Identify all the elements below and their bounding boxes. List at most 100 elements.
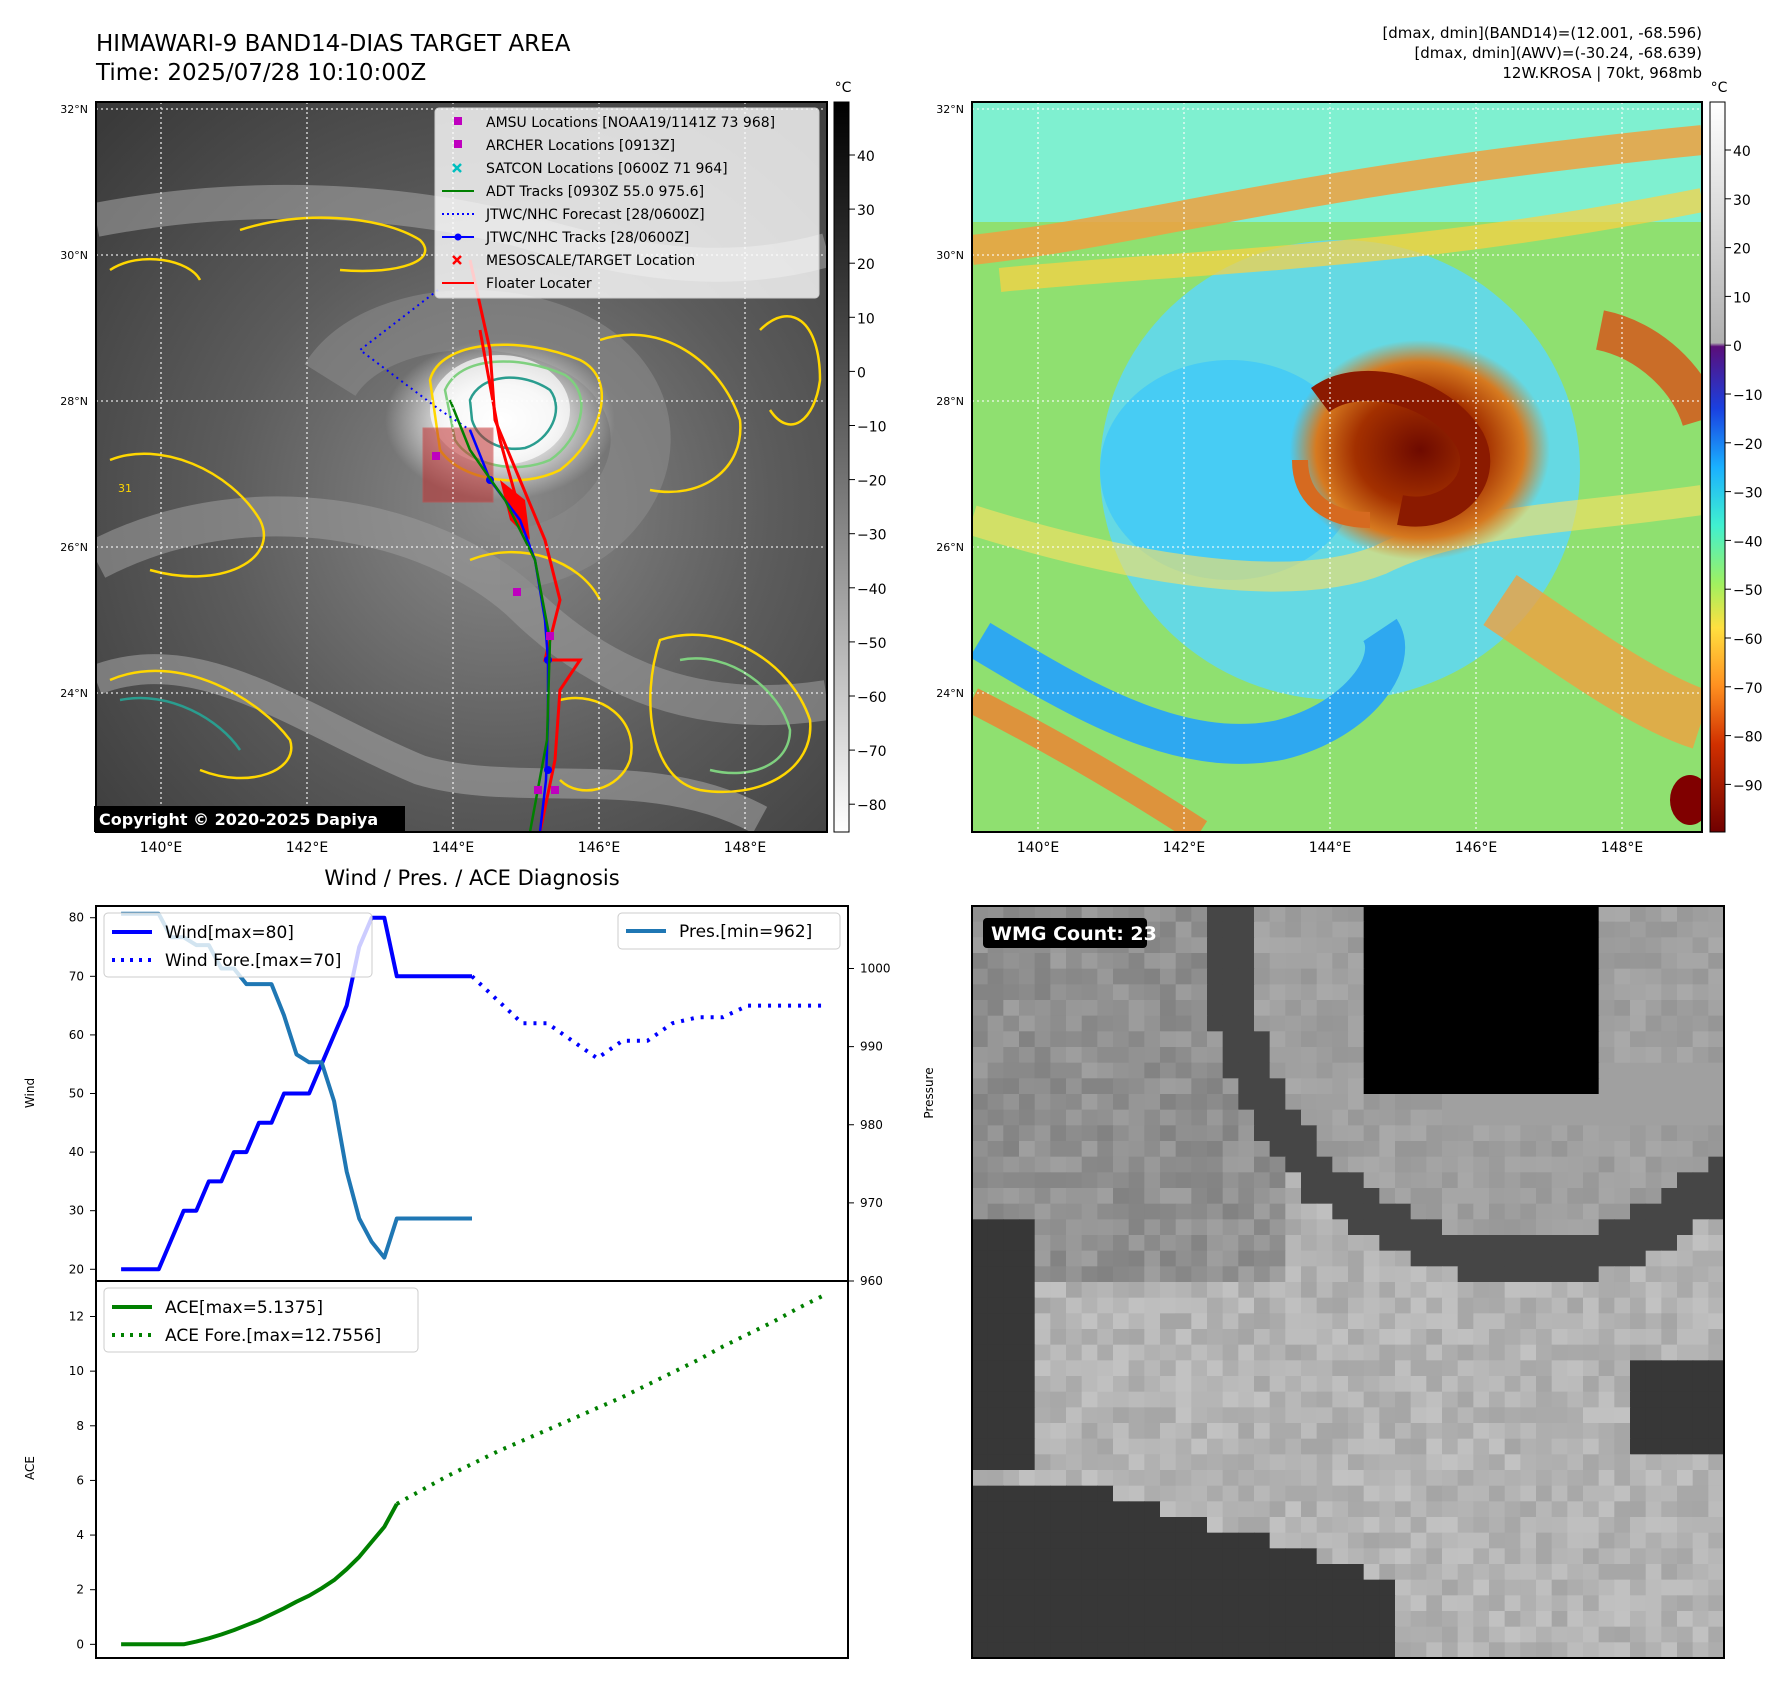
wmg-cell — [1128, 1203, 1145, 1220]
wmg-cell — [1348, 1532, 1365, 1549]
wmg-cell — [1614, 1360, 1631, 1377]
wmg-cell — [1583, 1078, 1600, 1095]
wmg-cell — [1379, 906, 1396, 923]
wmg-cell — [1034, 1329, 1051, 1346]
wmg-cell — [1661, 1470, 1678, 1487]
wmg-cell — [1269, 1501, 1286, 1518]
wmg-cell — [1285, 1501, 1302, 1518]
wmg-cell — [1066, 1454, 1083, 1471]
wmg-cell — [1019, 1391, 1036, 1408]
wmg-cell — [1222, 1250, 1239, 1267]
wmg-cell — [1238, 937, 1255, 954]
wmg-cell — [1128, 1141, 1145, 1158]
wmg-cell — [1081, 1062, 1098, 1079]
wmg-cell — [1269, 1219, 1286, 1236]
wmg-cell — [1551, 921, 1568, 938]
wmg-cell — [1489, 1250, 1506, 1267]
wmg-cell — [1457, 1438, 1474, 1455]
wmg-cell — [1316, 1031, 1333, 1048]
wmg-cell — [1003, 1141, 1020, 1158]
map-lon-label: 146°E — [578, 840, 621, 856]
wmg-cell — [1128, 1470, 1145, 1487]
wmg-cell — [1551, 1517, 1568, 1534]
wmg-cell — [1301, 1188, 1318, 1205]
wmg-cell — [1238, 1188, 1255, 1205]
wmg-cell — [1269, 1579, 1286, 1596]
wmg-cell — [1598, 1470, 1615, 1487]
wmg-cell — [1207, 921, 1224, 938]
wmg-cell — [1269, 1564, 1286, 1581]
wmg-cell — [1473, 1156, 1490, 1173]
wmg-cell — [1269, 937, 1286, 954]
wmg-cell — [1677, 1219, 1694, 1236]
wmg-cell — [1191, 906, 1208, 923]
wmg-cell — [1551, 1548, 1568, 1565]
wmg-cell — [1301, 1501, 1318, 1518]
wmg-cell — [1348, 1517, 1365, 1534]
wmg-cell — [1457, 1595, 1474, 1612]
wmg-cell — [1410, 1156, 1427, 1173]
wmg-cell — [1238, 1015, 1255, 1032]
wmg-cell — [1379, 1438, 1396, 1455]
wmg-cell — [1050, 1125, 1067, 1142]
wmg-cell — [1457, 1470, 1474, 1487]
wmg-cell — [1175, 968, 1192, 985]
wmg-cell — [1050, 1532, 1067, 1549]
wmg-cell — [1034, 1642, 1051, 1658]
wmg-cell — [1254, 1109, 1271, 1126]
wmg-cell — [1520, 1188, 1537, 1205]
wmg-cell — [1097, 1329, 1114, 1346]
wmg-cell — [987, 1423, 1004, 1440]
wmg-cell — [1614, 1141, 1631, 1158]
wmg-cell — [1645, 1000, 1662, 1017]
wmg-cell — [1113, 1360, 1130, 1377]
wmg-cell — [1551, 953, 1568, 970]
wmg-cell — [1191, 1376, 1208, 1393]
wmg-cell — [1301, 1611, 1318, 1628]
wmg-cell — [1175, 1376, 1192, 1393]
wmg-cell — [1144, 1141, 1161, 1158]
wmg-cell — [1003, 1548, 1020, 1565]
wmg-cell — [1144, 1407, 1161, 1424]
wmg-cell — [1473, 1501, 1490, 1518]
wmg-cell — [1175, 1548, 1192, 1565]
wmg-cell — [1160, 1329, 1177, 1346]
wmg-cell — [1254, 1094, 1271, 1111]
wmg-cell — [1395, 1626, 1412, 1643]
wmg-cell — [1238, 968, 1255, 985]
wmg-cell — [1160, 1470, 1177, 1487]
wmg-cell — [1583, 1000, 1600, 1017]
wmg-cell — [1285, 921, 1302, 938]
wmg-cell — [1191, 1047, 1208, 1064]
wmg-cell — [1269, 1109, 1286, 1126]
wmg-cell — [1254, 1501, 1271, 1518]
wmg-cell — [1301, 1078, 1318, 1095]
wmg-cell — [1551, 1250, 1568, 1267]
wmg-cell — [1332, 1501, 1349, 1518]
wmg-cell — [987, 1188, 1004, 1205]
wmg-cell — [1363, 906, 1380, 923]
wmg-cell — [1332, 1517, 1349, 1534]
wmg-cell — [987, 1579, 1004, 1596]
wmg-cell — [1489, 1564, 1506, 1581]
wmg-cell — [1598, 953, 1615, 970]
wmg-cell — [1661, 1109, 1678, 1126]
wmg-cell — [1348, 1141, 1365, 1158]
wmg-cell — [1144, 1219, 1161, 1236]
wmg-cell — [1285, 1015, 1302, 1032]
wmg-cell — [1348, 1172, 1365, 1189]
wmg-cell — [972, 1203, 989, 1220]
wmg-cell — [1677, 1141, 1694, 1158]
wmg-cell — [1269, 906, 1286, 923]
wmg-cell — [1504, 953, 1521, 970]
wmg-cell — [1567, 1595, 1584, 1612]
wmg-cell — [1301, 1031, 1318, 1048]
wmg-cell — [1363, 1391, 1380, 1408]
wmg-cell — [1003, 1470, 1020, 1487]
wmg-cell — [1050, 953, 1067, 970]
wmg-cell — [1442, 1172, 1459, 1189]
wmg-cell — [1520, 984, 1537, 1001]
wmg-cell — [1489, 1485, 1506, 1502]
wmg-cell — [1019, 1501, 1036, 1518]
wmg-cell — [1708, 1344, 1724, 1361]
